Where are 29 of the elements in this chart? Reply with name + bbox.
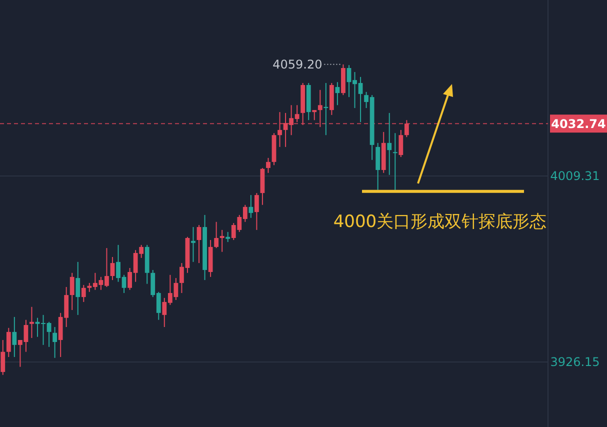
- candlestick: [196, 224, 202, 264]
- annotation: 4059.20: [272, 57, 322, 72]
- candlestick: [0, 339, 6, 376]
- annotation: 4000关口形成双针探底形态: [333, 212, 547, 232]
- candlestick: [254, 192, 259, 230]
- candlestick: [324, 82, 328, 136]
- candlestick: [81, 284, 86, 302]
- candlestick: [76, 261, 80, 316]
- ref-line-label: 4032.74: [551, 117, 606, 132]
- candlestick: [110, 256, 115, 281]
- candlestick: [52, 326, 57, 358]
- y-tick-label: 3926.15: [550, 355, 600, 370]
- candlestick: [12, 316, 17, 358]
- candlestick: [376, 142, 380, 190]
- candlestick: [398, 129, 404, 158]
- candlestick: [387, 112, 392, 176]
- y-tick-label: 4009.31: [550, 169, 600, 184]
- candlestick: [335, 82, 340, 106]
- candlestick: [312, 110, 317, 121]
- candlestick: [214, 221, 219, 249]
- candlestick: [6, 327, 11, 358]
- candlestick: [392, 132, 398, 190]
- candlestick: [70, 272, 74, 311]
- candlestick: [191, 226, 196, 262]
- candlestick: [248, 194, 254, 218]
- candlestick: [226, 231, 230, 243]
- candlestick: [266, 157, 270, 174]
- candlestick: [30, 306, 34, 338]
- candlestick: [220, 229, 224, 252]
